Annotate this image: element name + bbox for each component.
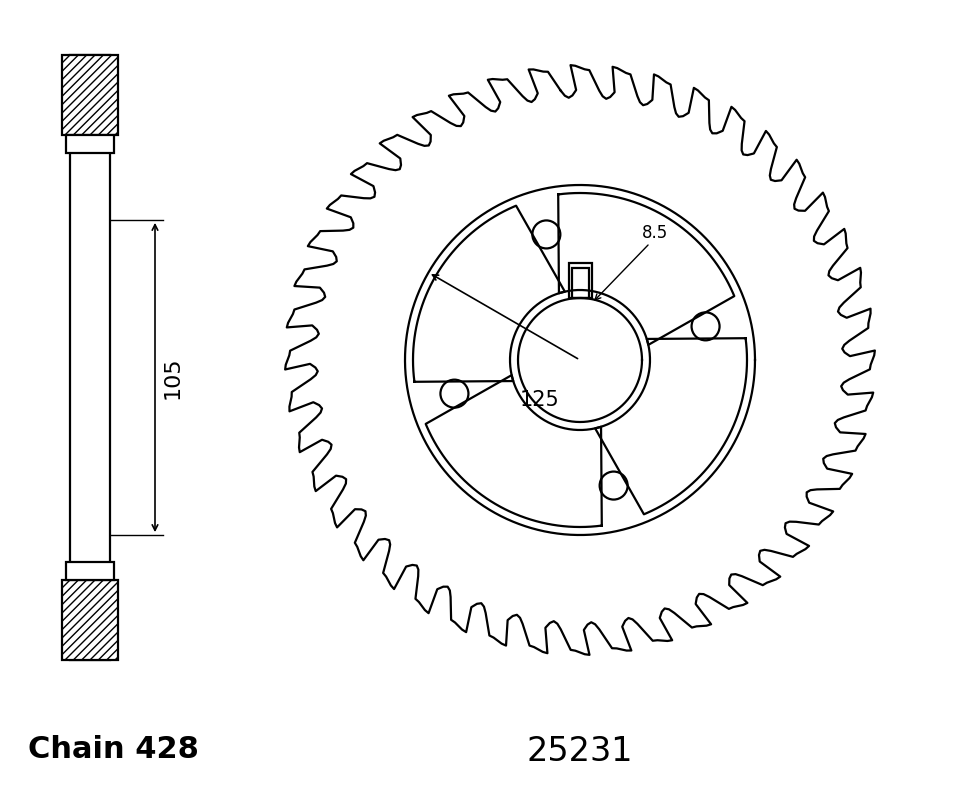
Bar <box>66 135 114 153</box>
Text: Chain 428: Chain 428 <box>28 735 199 764</box>
Bar <box>571 268 588 298</box>
Bar <box>568 263 591 298</box>
Bar <box>70 55 110 660</box>
Bar <box>66 562 114 580</box>
Text: 25231: 25231 <box>527 735 634 768</box>
Text: 125: 125 <box>520 390 560 410</box>
Bar <box>62 55 118 135</box>
Bar <box>62 580 118 660</box>
Text: 105: 105 <box>163 356 183 399</box>
Text: 8.5: 8.5 <box>642 224 668 242</box>
